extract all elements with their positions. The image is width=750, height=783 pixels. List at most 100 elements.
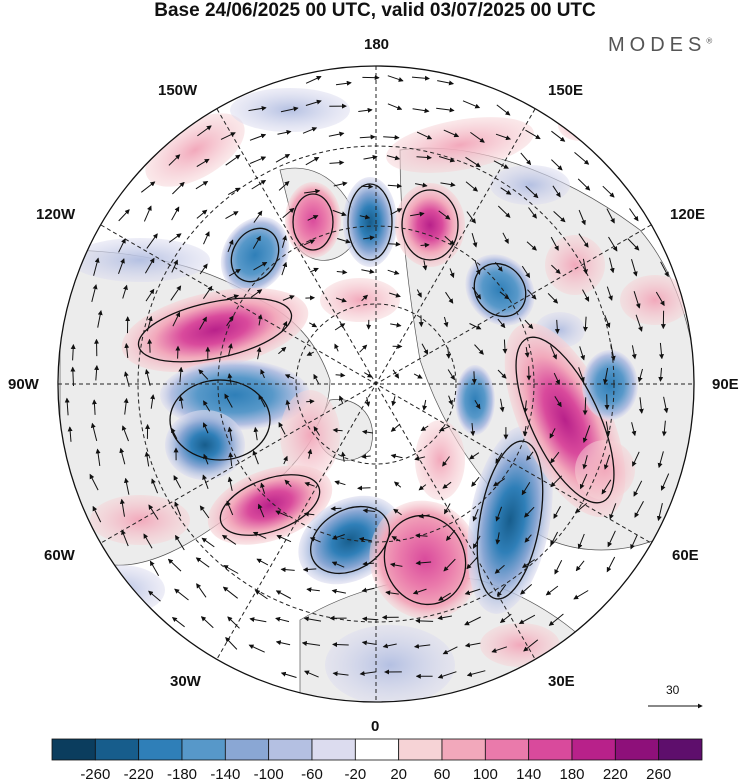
wind-vector-arrow <box>389 562 403 568</box>
wind-vector-arrow <box>124 342 130 358</box>
wind-vector-arrow <box>633 480 643 497</box>
wind-vector-arrow <box>171 427 178 440</box>
colorbar-swatch <box>311 738 356 761</box>
wind-vector-arrow <box>168 233 182 243</box>
wind-vector-arrow <box>335 80 352 86</box>
wind-vector-arrow <box>252 235 261 249</box>
wind-vector-arrow <box>227 187 241 196</box>
wind-vector-arrow <box>280 106 299 113</box>
wind-vector-arrow <box>390 208 403 215</box>
wind-vector-arrow <box>499 613 512 624</box>
wind-vector-arrow <box>275 640 291 646</box>
wind-vector-arrow <box>282 207 295 219</box>
wind-vector-arrow <box>418 315 424 328</box>
wind-vector-arrow <box>660 261 669 278</box>
wind-vector-arrow <box>67 426 73 442</box>
modes-logo: MODES® <box>608 34 713 56</box>
wind-vector-arrow <box>359 670 377 676</box>
wind-vector-arrow <box>382 643 397 649</box>
wind-vector-arrow <box>121 425 129 442</box>
wind-vector-arrow <box>631 259 638 277</box>
wind-vector-arrow <box>496 104 511 116</box>
wind-vector-arrow <box>606 556 616 573</box>
colorbar-tick-label: 60 <box>433 766 451 783</box>
wind-vector-arrow <box>389 292 401 298</box>
wind-vector-arrow <box>630 534 638 550</box>
wind-vector-arrow <box>302 127 318 134</box>
wind-vector-arrow <box>149 560 160 576</box>
wind-vector-arrow <box>658 367 664 382</box>
wind-vector-arrow <box>497 205 511 218</box>
label-90w: 90W <box>8 376 39 393</box>
wind-vector-arrow <box>550 345 557 360</box>
label-120e: 120E <box>670 206 706 223</box>
wind-vector-arrow <box>415 618 434 624</box>
wind-vector-arrow <box>464 642 481 648</box>
wind-vector-arrow <box>416 154 432 160</box>
wind-vector-arrow <box>361 453 371 459</box>
wind-vector-arrow <box>225 636 238 650</box>
wind-vector-arrow <box>227 476 233 491</box>
wind-vector-arrow <box>249 156 267 164</box>
wind-vector-arrow <box>391 396 397 407</box>
wind-vector-arrow <box>280 567 295 573</box>
wind-vector-arrow <box>575 560 585 572</box>
wind-vector-arrow <box>471 232 478 248</box>
wind-vector-arrow <box>146 233 158 249</box>
colorbar-tick-label: -60 <box>301 766 323 783</box>
wind-vector-arrow <box>497 584 507 597</box>
wind-vector-arrow <box>199 263 208 275</box>
wind-vector-arrow <box>632 451 640 467</box>
wind-vector-arrow <box>633 291 641 309</box>
wind-vector-arrow <box>283 455 288 465</box>
wind-vector-arrow <box>196 158 210 168</box>
wind-vector-arrow <box>445 347 451 359</box>
wind-vector-arrow <box>522 559 535 568</box>
wind-vector-arrow <box>304 670 319 678</box>
wind-vector-arrow <box>223 565 239 574</box>
wind-vector-arrow <box>607 530 616 548</box>
wind-vector-arrow <box>119 447 126 465</box>
wind-vector-arrow <box>494 261 503 272</box>
wind-vector-arrow <box>499 291 510 300</box>
wind-vector-arrow <box>471 476 480 487</box>
wind-vector-arrow <box>364 372 373 378</box>
wind-vector-arrow <box>64 397 70 416</box>
wind-vector-arrow <box>605 421 611 437</box>
colorbar-swatch <box>658 738 703 761</box>
colorbar-swatch <box>181 738 226 761</box>
wind-vector-arrow <box>225 211 239 220</box>
wind-vector-arrow <box>256 558 269 566</box>
wind-vector-arrow <box>578 209 586 226</box>
colorbar-tick-label: 260 <box>646 766 672 783</box>
colorbar-tick-label: 180 <box>559 766 585 783</box>
wind-vector-arrow <box>227 343 233 357</box>
wind-vector-arrow <box>202 285 213 299</box>
wind-vector-arrow <box>606 208 615 224</box>
wind-vector-arrow <box>526 241 537 251</box>
wind-vector-arrow <box>143 205 152 222</box>
wind-vector-arrow <box>383 134 400 140</box>
wind-vector-arrow <box>582 425 591 443</box>
wind-vector-arrow <box>387 103 403 111</box>
wind-vector-arrow <box>307 215 319 221</box>
wind-vector-arrow <box>118 209 130 222</box>
wind-vector-arrow <box>638 397 644 414</box>
wind-vector-arrow <box>497 369 507 379</box>
wind-vector-arrow <box>332 209 347 217</box>
wind-vector-arrow <box>447 369 455 381</box>
wind-vector-arrow <box>550 531 559 546</box>
wind-vector-arrow <box>285 399 291 411</box>
wind-vector-arrow <box>549 428 556 439</box>
wind-vector-arrow <box>307 448 313 459</box>
wind-vector-arrow <box>222 586 239 599</box>
wind-vector-arrow <box>148 504 159 520</box>
wind-vector-arrow <box>547 293 559 304</box>
wind-vector-arrow <box>440 182 456 188</box>
wind-vector-arrow <box>411 75 430 81</box>
wind-vector-arrow <box>385 590 399 596</box>
wind-vector-arrow <box>121 529 129 547</box>
colorbar-tick-label: 140 <box>516 766 542 783</box>
wind-vector-arrow <box>412 588 427 595</box>
wind-vector-arrow <box>466 670 486 677</box>
